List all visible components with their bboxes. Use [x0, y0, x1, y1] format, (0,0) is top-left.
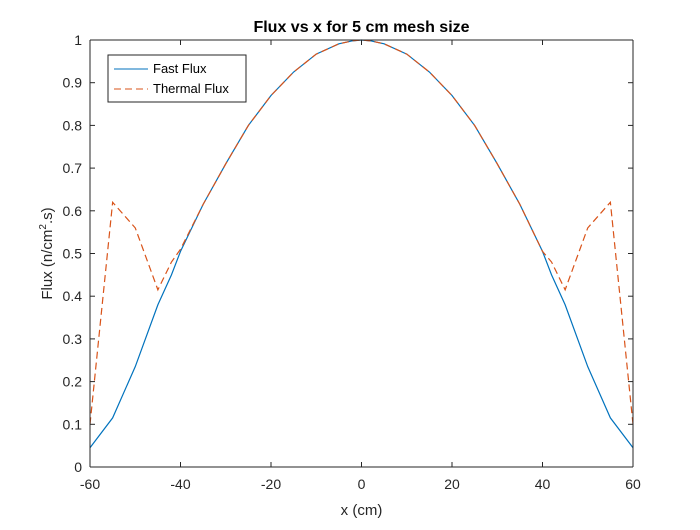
y-axis-label-superscript: 2 [38, 224, 49, 230]
x-tick-label: 60 [625, 476, 641, 492]
y-tick-label: 0.9 [63, 75, 83, 91]
y-axis-label-main: Flux (n/cm [39, 230, 56, 300]
y-tick-label: 0.4 [63, 288, 83, 304]
y-tick-label: 0.2 [63, 374, 83, 390]
x-tick-label: -40 [170, 476, 190, 492]
y-tick-label: 0.5 [63, 246, 83, 262]
legend-label-fast-flux: Fast Flux [153, 61, 207, 76]
y-tick-label: 0.7 [63, 160, 83, 176]
x-tick-label: -20 [261, 476, 281, 492]
x-tick-label: 0 [358, 476, 366, 492]
legend-box [107, 54, 247, 103]
y-tick-label: 0.8 [63, 117, 83, 133]
y-tick-label: 0.6 [63, 203, 83, 219]
x-tick-label: -60 [80, 476, 100, 492]
y-tick-label: 0.3 [63, 331, 83, 347]
x-tick-label: 40 [535, 476, 551, 492]
series-line-thermal-flux [89, 39, 634, 425]
axis-ticks: -60 -40 -20 0 20 40 60 0 0.1 0.2 0.3 0.4 0.5 0.6 0.7 0.… [63, 32, 641, 492]
chart-title: Flux vs x for 5 cm mesh size [253, 19, 469, 36]
y-tick-label: 0 [74, 459, 82, 475]
legend: Fast Flux Thermal Flux [107, 54, 247, 103]
y-axis-label: Flux (n/cm2.s) [38, 207, 56, 299]
plot-area [90, 40, 633, 467]
y-tick-label: 0.1 [63, 416, 83, 432]
x-axis-label: x (cm) [341, 502, 383, 519]
y-axis-label-unit: .s) [39, 207, 56, 224]
y-tick-label: 1 [74, 32, 82, 48]
x-tick-label: 20 [444, 476, 460, 492]
legend-label-thermal-flux: Thermal Flux [153, 81, 229, 96]
